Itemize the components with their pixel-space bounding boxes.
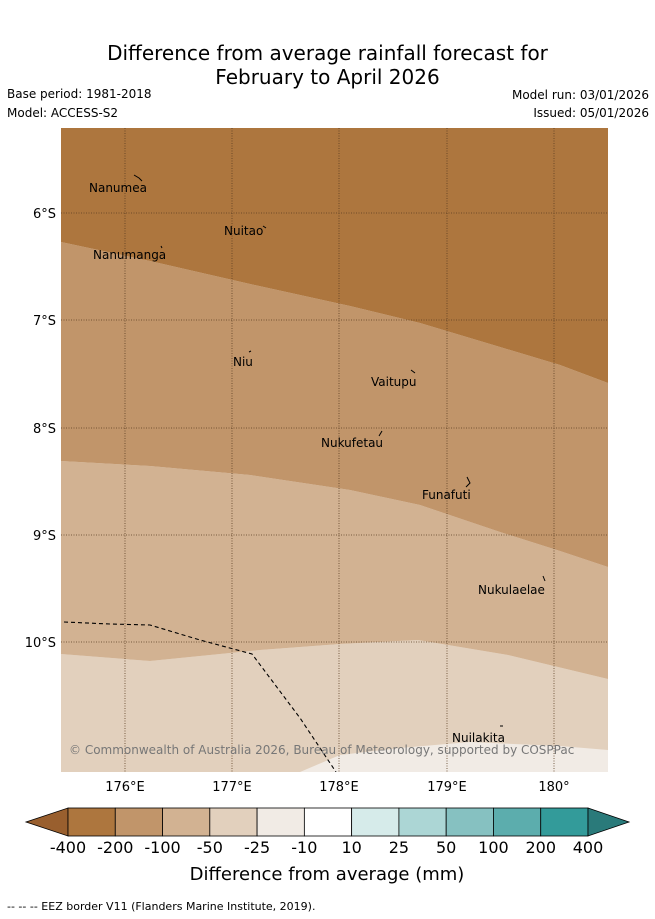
model-run: Model run: 03/01/2026 — [511, 88, 649, 102]
place-nukulaelae: Nukulaelae — [478, 583, 545, 597]
graticule — [61, 128, 608, 772]
colorbar-segment — [67, 807, 116, 837]
colorbar-label: Difference from average (mm) — [190, 864, 465, 885]
lat-label-8s: 8°S — [33, 422, 56, 437]
place-nukufetau: Nukufetau — [321, 436, 383, 450]
island-nanumanga — [160, 245, 163, 249]
lon-label-178e: 178°E — [319, 780, 359, 795]
colorbar-tick-label: 50 — [436, 838, 456, 857]
colorbar-segment — [351, 807, 400, 837]
lon-label-177e: 177°E — [212, 780, 252, 795]
band-light — [61, 461, 608, 679]
place-nuitao: Nuitao — [224, 224, 263, 238]
lat-label-6s: 6°S — [33, 207, 56, 222]
base-period: Base period: 1981-2018 — [7, 87, 152, 101]
map-panel: Nanumea Nuitao Nanumanga Niu Vaitupu Nuk… — [61, 128, 608, 772]
island-nuitao — [262, 225, 267, 229]
colorbar-segment — [209, 807, 258, 837]
colorbar-segment — [162, 807, 211, 837]
colorbar-extend-high — [587, 807, 631, 837]
place-niu: Niu — [233, 355, 253, 369]
lat-label-10s: 10°S — [25, 636, 56, 651]
model-name: Model: ACCESS-S2 — [7, 106, 119, 120]
place-nanumea: Nanumea — [89, 181, 147, 195]
colorbar-tick-label: -25 — [244, 838, 270, 857]
island-funafuti — [465, 476, 471, 488]
colorbar-tick-label: -400 — [50, 838, 86, 857]
colorbar-extend-low — [24, 807, 69, 837]
colorbar-tick-label: 25 — [389, 838, 409, 857]
place-vaitupu: Vaitupu — [371, 375, 417, 389]
colorbar-segment — [493, 807, 542, 837]
title-line-1: Difference from average rainfall forecas… — [107, 41, 548, 65]
issued-date: Issued: 05/01/2026 — [533, 106, 649, 120]
place-nuilakita: Nuilakita — [452, 731, 505, 745]
colorbar-tick-label: 400 — [573, 838, 604, 857]
colorbar-segment — [540, 807, 589, 837]
band-medium — [61, 242, 608, 567]
place-funafuti: Funafuti — [422, 488, 471, 502]
island-nanumea — [133, 174, 143, 182]
colorbar-tick-label: -50 — [197, 838, 223, 857]
lat-label-7s: 7°S — [33, 314, 56, 329]
island-niu — [248, 350, 252, 353]
colorbar-tick-labels: -400 -200 -100 -50 -25 -10 10 25 50 100 200 400 — [50, 838, 603, 857]
lon-label-179e: 179°E — [427, 780, 467, 795]
title-line-2: February to April 2026 — [215, 65, 440, 89]
colorbar-tick-label: -100 — [144, 838, 180, 857]
island-nukufetau — [378, 430, 383, 437]
colorbar-segment — [256, 807, 305, 837]
colorbar-tick-label: 200 — [525, 838, 556, 857]
island-vaitupu — [410, 369, 416, 374]
colorbar-tick-label: -200 — [97, 838, 133, 857]
lon-label-180: 180° — [538, 780, 569, 795]
band-dark — [61, 128, 608, 383]
colorbar-tick-label: 10 — [341, 838, 361, 857]
band-very-light — [61, 640, 608, 772]
footnote: -- -- -- EEZ border V11 (Flanders Marine… — [7, 900, 316, 913]
island-nukulaelae — [542, 575, 546, 582]
lat-label-9s: 9°S — [33, 529, 56, 544]
colorbar-segment — [398, 807, 447, 837]
colorbar — [24, 807, 631, 837]
copyright-text: © Commonwealth of Australia 2026, Bureau… — [69, 743, 574, 757]
colorbar-segment — [114, 807, 163, 837]
colorbar-segment — [303, 807, 353, 837]
lon-label-176e: 176°E — [105, 780, 145, 795]
colorbar-tick-label: -10 — [291, 838, 317, 857]
island-shapes — [133, 174, 546, 727]
place-nanumanga: Nanumanga — [93, 248, 166, 262]
colorbar-segment — [445, 807, 494, 837]
colorbar-tick-label: 100 — [478, 838, 509, 857]
